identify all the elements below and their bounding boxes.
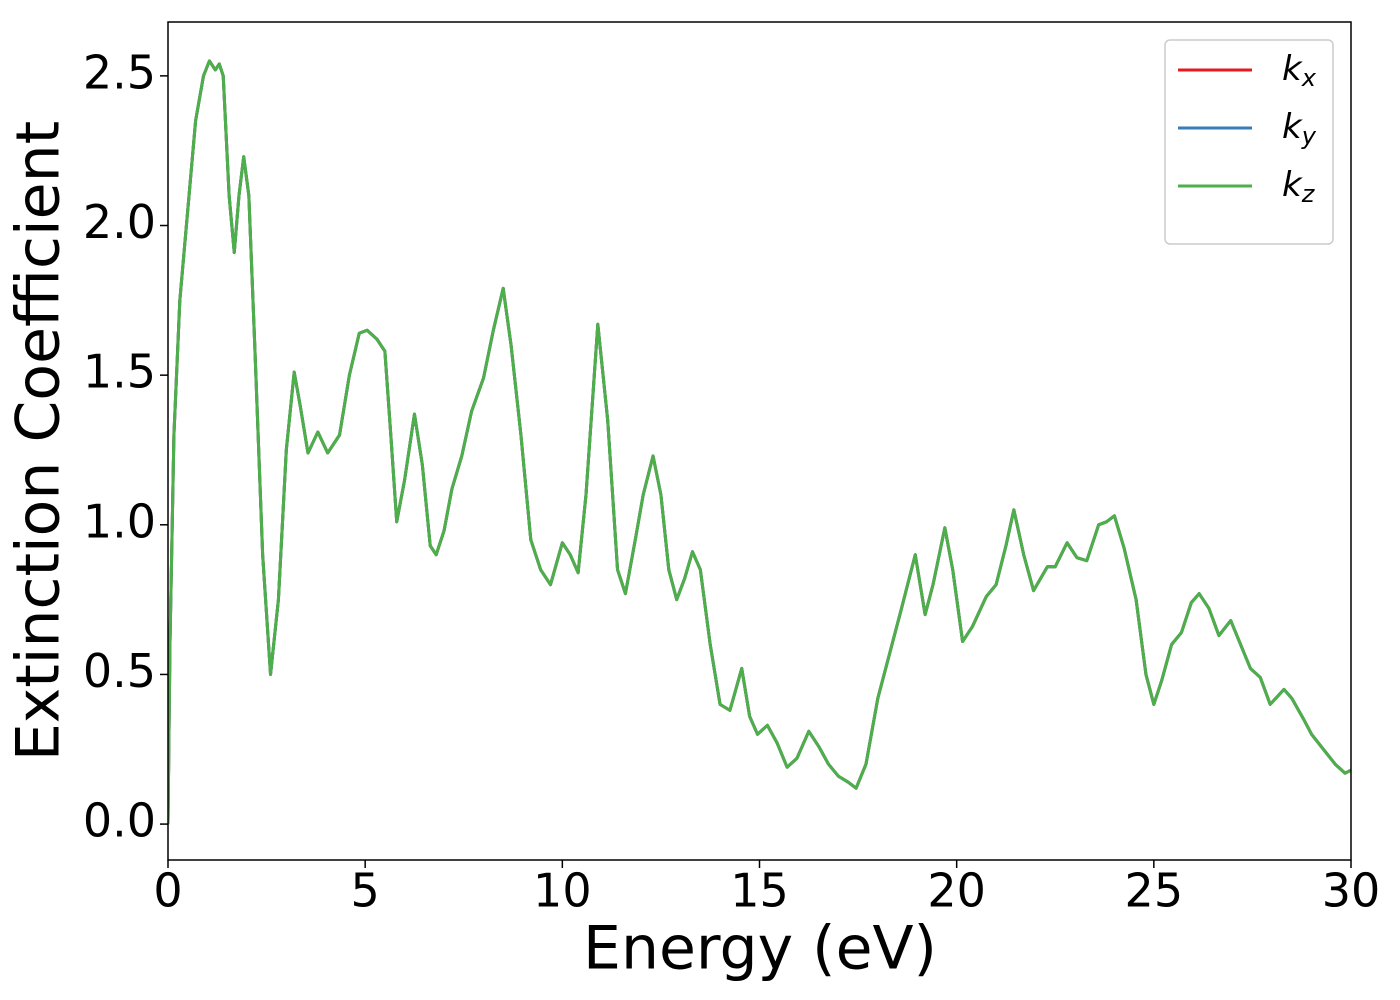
y-tick-label: 2.5 (83, 45, 156, 99)
x-tick-label: 30 (1322, 864, 1381, 918)
x-tick-label: 25 (1125, 864, 1184, 918)
y-tick-label: 1.0 (83, 494, 156, 548)
x-tick-label: 20 (927, 864, 986, 918)
legend-box (1164, 39, 1334, 245)
y-axis-label: Extinction Coefficient (4, 121, 74, 761)
legend-label: kz (1282, 165, 1316, 209)
y-tick-label: 0.5 (83, 644, 156, 698)
x-tick-label: 10 (533, 864, 592, 918)
y-tick-label: 2.0 (83, 195, 156, 249)
x-tick-label: 5 (351, 864, 380, 918)
y-tick-label: 1.5 (83, 345, 156, 399)
x-axis-label: Energy (eV) (583, 914, 937, 984)
data-line (168, 59, 1351, 825)
plot-frame (167, 21, 1352, 861)
legend-label: ky (1282, 107, 1317, 151)
x-tick-label: 0 (153, 864, 182, 918)
y-tick-label: 0.0 (83, 794, 156, 848)
x-tick-label: 15 (730, 864, 789, 918)
legend-label: kx (1282, 49, 1317, 93)
